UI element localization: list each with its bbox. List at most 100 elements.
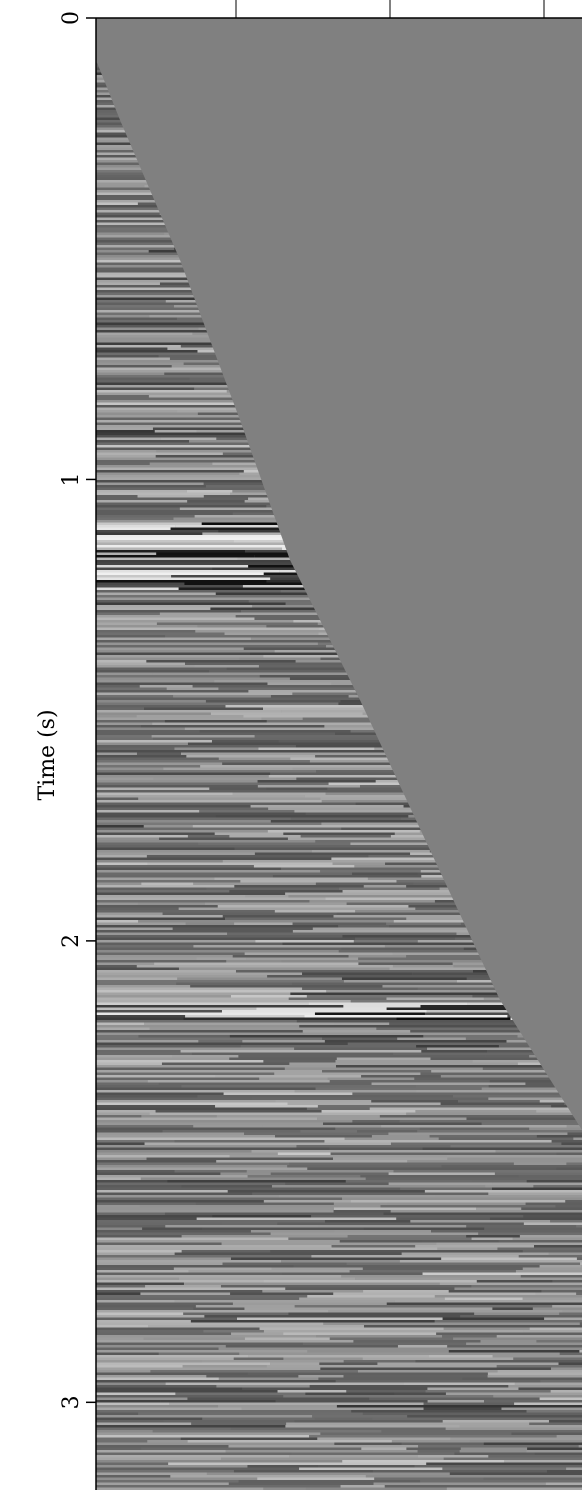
trace-band: [96, 1280, 264, 1283]
trace-band: [332, 862, 386, 865]
trace-band: [399, 1260, 582, 1263]
trace-band: [327, 1077, 415, 1080]
trace-band: [96, 972, 303, 975]
trace-band: [317, 1105, 552, 1108]
trace-band: [526, 1180, 582, 1183]
trace-band: [96, 802, 356, 805]
trace-band: [307, 1167, 557, 1170]
trace-band: [96, 475, 347, 478]
trace-band: [96, 937, 356, 940]
trace-band: [96, 832, 215, 835]
trace-band: [428, 1355, 493, 1358]
trace-band: [96, 1417, 203, 1420]
trace-band: [149, 1027, 377, 1030]
trace-band: [96, 575, 172, 578]
trace-band: [302, 1342, 467, 1345]
trace-band: [96, 795, 305, 798]
trace-band: [163, 767, 293, 770]
trace-band: [96, 1205, 140, 1208]
trace-band: [96, 352, 250, 355]
trace-band: [471, 1285, 582, 1288]
trace-band: [96, 1235, 182, 1238]
trace-band: [96, 295, 223, 298]
trace-band: [342, 1197, 582, 1200]
trace-band: [352, 872, 418, 875]
trace-band: [201, 522, 348, 525]
trace-band: [576, 1257, 582, 1260]
trace-band: [285, 1182, 389, 1185]
trace-band: [174, 1170, 247, 1173]
trace-band: [96, 1245, 332, 1248]
trace-band: [96, 207, 193, 210]
trace-band: [556, 1152, 582, 1155]
trace-band: [363, 1290, 449, 1293]
trace-band: [96, 300, 166, 303]
trace-band: [96, 902, 138, 905]
trace-band: [493, 1395, 582, 1398]
trace-band: [438, 1137, 574, 1140]
trace-band: [386, 997, 484, 1000]
trace-band: [96, 1200, 264, 1203]
trace-band: [96, 337, 259, 340]
trace-band: [96, 797, 139, 800]
trace-band: [199, 730, 351, 733]
trace-band: [379, 1115, 582, 1118]
trace-band: [96, 1467, 300, 1470]
trace-band: [96, 527, 171, 530]
trace-band: [215, 1075, 362, 1078]
trace-band: [232, 512, 288, 515]
trace-band: [201, 1360, 344, 1363]
trace-band: [196, 957, 247, 960]
trace-band: [153, 737, 402, 740]
trace-band: [275, 1400, 428, 1403]
trace-band: [147, 1440, 188, 1443]
trace-band: [522, 1250, 582, 1253]
trace-band: [96, 1060, 264, 1063]
trace-band: [96, 1462, 169, 1465]
trace-band: [414, 1465, 582, 1468]
trace-band: [96, 1447, 142, 1450]
trace-band: [218, 687, 456, 690]
trace-band: [489, 1217, 582, 1220]
trace-band: [257, 780, 376, 783]
trace-band: [96, 537, 297, 540]
trace-band: [96, 975, 268, 978]
trace-band: [162, 1130, 301, 1133]
trace-band: [371, 1100, 459, 1103]
trace-band: [96, 1037, 323, 1040]
trace-band: [266, 625, 337, 628]
trace-band: [96, 450, 157, 453]
trace-band: [96, 495, 138, 498]
trace-band: [230, 1257, 442, 1260]
trace-band: [434, 1320, 582, 1323]
trace-band: [96, 282, 160, 285]
trace-band: [96, 335, 244, 338]
trace-band: [161, 1062, 290, 1065]
trace-band: [518, 1175, 582, 1178]
trace-band: [96, 715, 137, 718]
trace-band: [285, 892, 475, 895]
trace-band: [96, 1262, 223, 1265]
trace-band: [150, 1370, 358, 1373]
trace-band: [406, 1112, 582, 1115]
trace-band: [96, 252, 221, 255]
trace-band: [183, 1282, 440, 1285]
trace-band: [412, 972, 490, 975]
trace-band: [96, 685, 140, 688]
trace-band: [96, 970, 236, 973]
trace-band: [347, 1042, 582, 1045]
trace-band: [218, 1377, 319, 1380]
trace-band: [483, 1477, 582, 1480]
trace-band: [445, 1427, 582, 1430]
trace-band: [96, 592, 216, 595]
trace-band: [250, 637, 404, 640]
trace-band: [233, 1470, 373, 1473]
trace-band: [96, 702, 339, 705]
trace-band: [96, 1307, 194, 1310]
trace-band: [320, 1367, 551, 1370]
trace-band: [96, 582, 185, 585]
trace-band: [440, 1102, 565, 1105]
trace-band: [304, 1352, 560, 1355]
trace-band: [218, 1347, 341, 1350]
trace-band: [96, 662, 185, 665]
